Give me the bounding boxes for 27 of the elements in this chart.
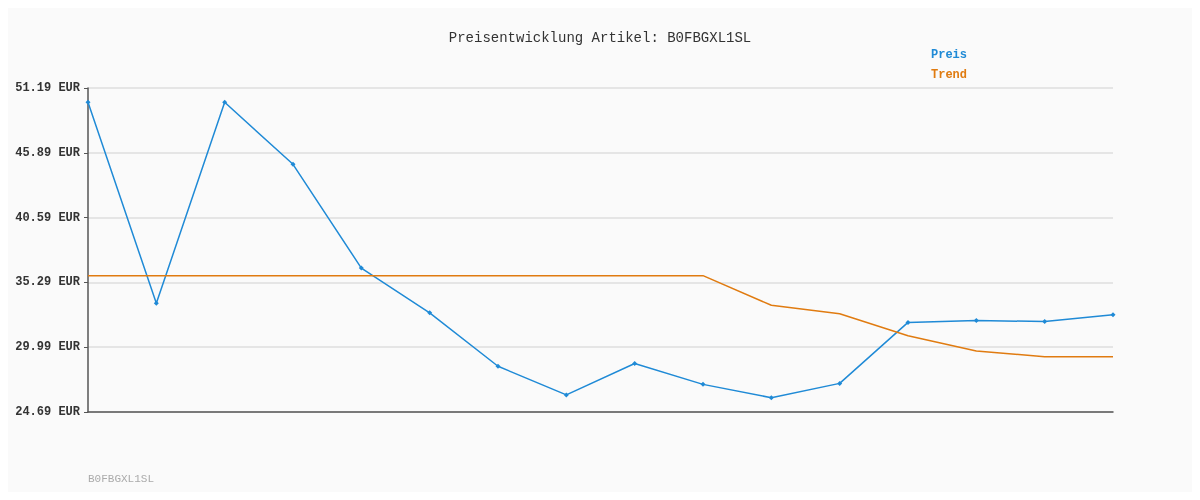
y-tick-label: 51.19 EUR — [15, 81, 81, 95]
point — [222, 99, 228, 105]
point — [905, 319, 911, 325]
y-tick-label: 29.99 EUR — [15, 340, 81, 355]
y-tick-label: 35.29 EUR — [15, 275, 81, 290]
point — [427, 310, 433, 316]
point — [837, 380, 843, 386]
point — [700, 381, 706, 387]
y-tick-label: 45.89 EUR — [15, 145, 81, 160]
line-series — [87, 274, 1114, 358]
chart-title: Preisentwicklung Artikel: B0FBGXL1SL — [448, 30, 752, 46]
text: B0FBGXL1SL — [88, 472, 155, 485]
point — [153, 300, 159, 306]
point — [632, 360, 638, 366]
point — [495, 363, 501, 369]
text: Trend — [930, 68, 968, 82]
y-tick-label: 24.69 EUR — [15, 405, 81, 419]
y-tick-label: 40.59 EUR — [15, 210, 81, 225]
point — [85, 99, 91, 105]
point — [290, 161, 296, 167]
text: Preis — [930, 48, 968, 62]
point — [563, 392, 569, 398]
point — [1042, 319, 1048, 325]
point — [1110, 312, 1116, 318]
point — [358, 265, 364, 271]
point — [973, 318, 979, 324]
point — [768, 395, 774, 401]
